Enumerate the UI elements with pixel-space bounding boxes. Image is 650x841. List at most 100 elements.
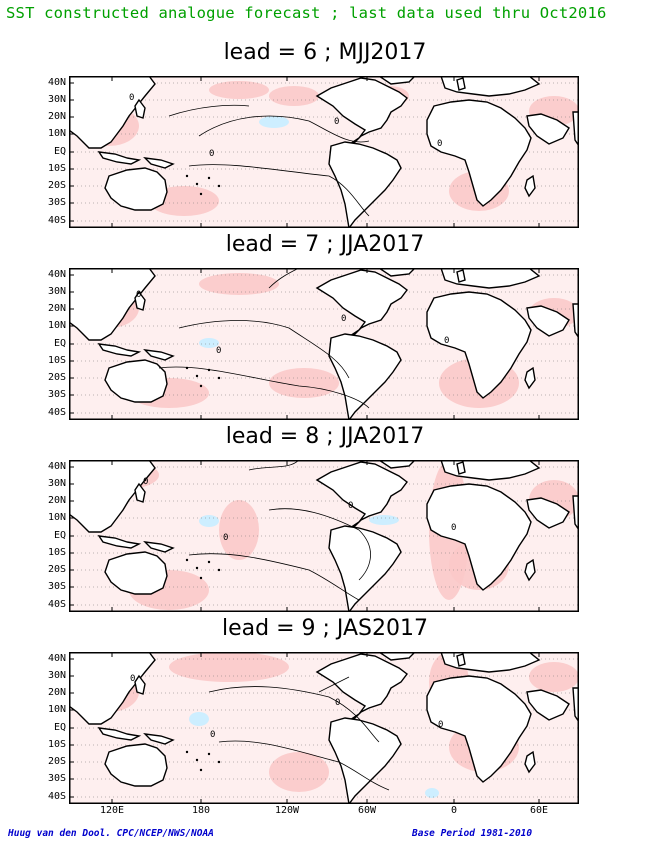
coastline-britain <box>456 461 466 475</box>
coastline-asia <box>69 76 156 149</box>
coastline-britain <box>456 653 466 667</box>
island-marker <box>217 568 221 572</box>
coastline-asia <box>69 460 156 533</box>
zero-contour-line <box>248 460 300 471</box>
contour-label: 0 <box>341 314 346 324</box>
warm-anomaly-region <box>269 752 329 792</box>
lat-label: EQ <box>53 530 66 541</box>
cool-anomaly-region <box>425 788 439 798</box>
island-marker <box>195 374 199 378</box>
coastline-america <box>315 653 408 745</box>
zero-contour-line <box>208 686 380 743</box>
lat-label: 40N <box>47 653 66 664</box>
coastline-southAmerica <box>328 525 402 612</box>
map-frame <box>69 460 579 612</box>
coastline-madagascar <box>524 174 536 198</box>
lat-label: 10N <box>47 320 66 331</box>
contour-label: 0 <box>136 290 141 300</box>
island-marker <box>185 558 189 562</box>
cool-anomaly-region <box>259 116 289 128</box>
island-marker <box>207 560 211 564</box>
lat-label: EQ <box>53 722 66 733</box>
lat-label: 40S <box>47 407 66 418</box>
lat-label: 30N <box>47 478 66 489</box>
island-marker <box>185 366 189 370</box>
lon-label-60w: 60W <box>357 805 377 816</box>
map-panel-lead6: 0 0 0 0 <box>69 76 579 228</box>
sst-map-lead7: 0 0 0 0 <box>69 268 579 420</box>
contour-label: 0 <box>210 730 215 740</box>
island-marker <box>195 758 199 762</box>
coastline-madagascar <box>524 558 536 582</box>
contour-label: 0 <box>130 674 135 684</box>
coastline-arabia <box>526 113 570 145</box>
lat-label: 20S <box>47 564 66 575</box>
island-marker <box>199 576 203 580</box>
coastline-africa <box>426 291 532 399</box>
lat-label: 40N <box>47 77 66 88</box>
coastline-newguinea <box>143 157 175 169</box>
coastline-newguinea <box>143 541 175 553</box>
warm-anomaly-region <box>269 86 319 106</box>
island-marker <box>185 750 189 754</box>
sst-map-lead6: 0 0 0 0 <box>69 76 579 228</box>
contour-label: 0 <box>437 139 442 149</box>
lat-label: 20N <box>47 111 66 122</box>
island-marker <box>199 192 203 196</box>
map-frame <box>69 652 579 804</box>
contour-label: 0 <box>335 698 340 708</box>
contour-label: 0 <box>451 523 456 533</box>
panel-title-lead7: lead = 7 ; JJA2017 <box>225 232 425 257</box>
island-marker <box>217 184 221 188</box>
coastline-africa <box>426 675 532 783</box>
lat-label: 40S <box>47 215 66 226</box>
coastline-greenland <box>377 652 416 661</box>
coastline-arabia <box>526 305 570 337</box>
zero-contour-line <box>268 508 371 581</box>
coastline-greenland <box>377 76 416 85</box>
island-marker <box>207 752 211 756</box>
island-marker <box>217 376 221 380</box>
sst-map-lead8: 0 0 0 0 <box>69 460 579 612</box>
coastline-europe <box>440 268 541 289</box>
contour-label: 0 <box>348 501 353 511</box>
coastline-southAmerica <box>328 717 402 804</box>
lat-label: 40S <box>47 599 66 610</box>
lat-label: 30S <box>47 389 66 400</box>
island-marker <box>199 768 203 772</box>
island-marker <box>207 368 211 372</box>
lat-label: 10N <box>47 704 66 715</box>
zero-contour-line <box>218 740 390 791</box>
lat-label: EQ <box>53 338 66 349</box>
warm-anomaly-region <box>169 652 289 682</box>
lon-label-120e: 120E <box>99 805 125 816</box>
contour-label: 0 <box>209 149 214 159</box>
lat-label: 20N <box>47 303 66 314</box>
coastline-britain <box>456 77 466 91</box>
warm-anomaly-region <box>209 81 269 99</box>
lon-label-0: 0 <box>450 805 458 816</box>
coastline-arabia <box>526 497 570 529</box>
coastline-america <box>315 461 408 553</box>
map-panel-lead9: 0 0 0 0 <box>69 652 579 804</box>
coastline-australia <box>104 167 168 211</box>
cool-anomaly-region <box>189 712 209 726</box>
coastline-newguinea <box>143 349 175 361</box>
coastline-newguinea <box>143 733 175 745</box>
lat-label: 30S <box>47 581 66 592</box>
coastline-britain <box>456 269 466 283</box>
lat-label: 20S <box>47 372 66 383</box>
lat-label: EQ <box>53 146 66 157</box>
lat-label: 30N <box>47 670 66 681</box>
figure-title: SST constructed analogue forecast ; last… <box>6 4 607 22</box>
lat-label: 10N <box>47 512 66 523</box>
coastline-madagascar <box>524 366 536 390</box>
warm-anomaly-region <box>529 662 579 692</box>
coastline-europe <box>440 652 541 673</box>
lat-label: 30N <box>47 286 66 297</box>
warm-anomaly-region <box>219 500 259 560</box>
coastline-southAmerica <box>328 141 402 228</box>
zero-contour-line <box>188 553 360 601</box>
coastline-australia <box>104 359 168 403</box>
coastline-europe <box>440 76 541 97</box>
